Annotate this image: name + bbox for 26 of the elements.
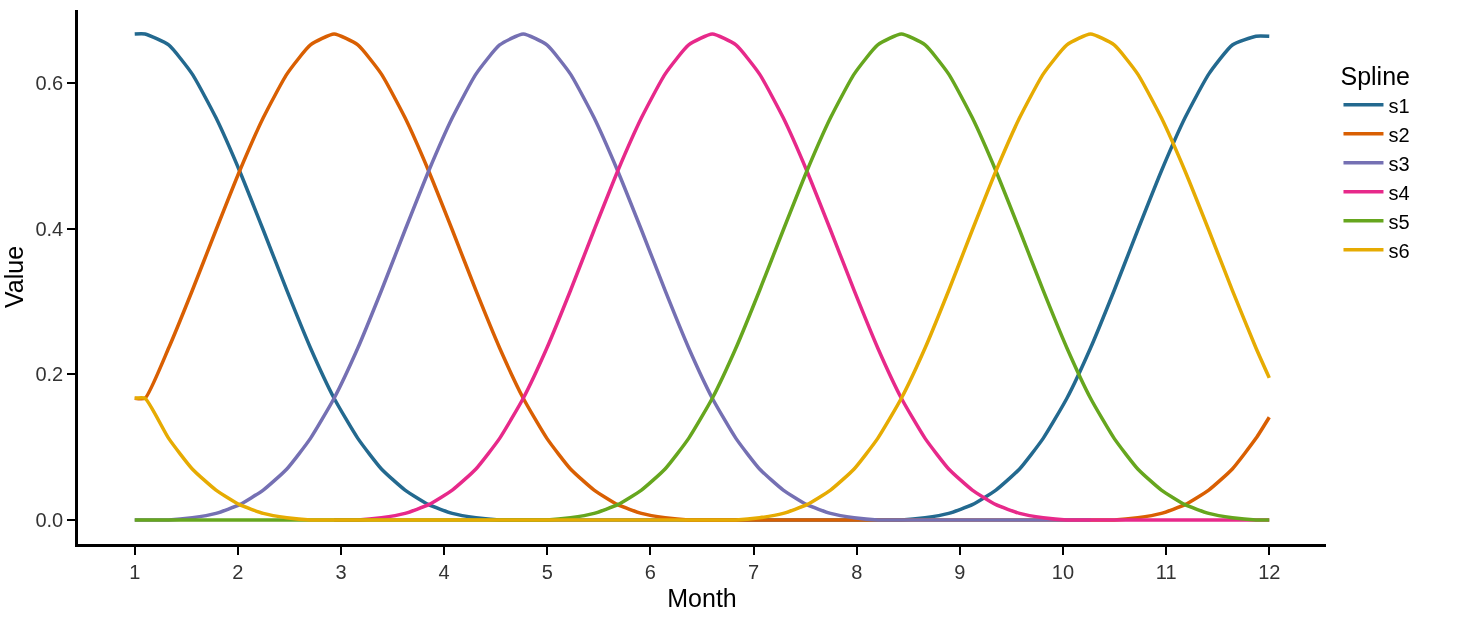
y-axis-title: Value	[0, 245, 28, 309]
legend-label: s4	[1388, 181, 1410, 204]
legend-title: Spline	[1340, 62, 1410, 91]
y-tick-label: 0.0	[35, 508, 64, 531]
x-tick-label: 4	[438, 560, 450, 583]
legend-label: s3	[1388, 152, 1410, 175]
legend-label: s2	[1388, 123, 1410, 146]
x-tick-label: 2	[232, 560, 244, 583]
x-tick-label: 8	[851, 560, 863, 583]
x-axis-title: Month	[667, 583, 737, 612]
x-tick-label: 3	[335, 560, 347, 583]
legend-label: s6	[1388, 239, 1410, 262]
x-tick-label: 11	[1155, 560, 1177, 583]
legend-label: s1	[1388, 94, 1410, 117]
x-tick-label: 1	[129, 560, 141, 583]
x-tick-label: 7	[748, 560, 760, 583]
x-tick-label: 9	[954, 560, 966, 583]
line-series	[132, 32, 1272, 522]
x-tick-label: 10	[1051, 560, 1075, 583]
y-tick-label: 0.2	[35, 363, 64, 386]
y-tick-label: 0.6	[35, 71, 64, 94]
y-tick-label: 0.4	[35, 217, 64, 240]
x-tick-label: 6	[644, 560, 656, 583]
x-tick-label: 12	[1258, 560, 1281, 583]
legend-label: s5	[1388, 210, 1410, 233]
x-tick-label: 5	[541, 560, 553, 583]
